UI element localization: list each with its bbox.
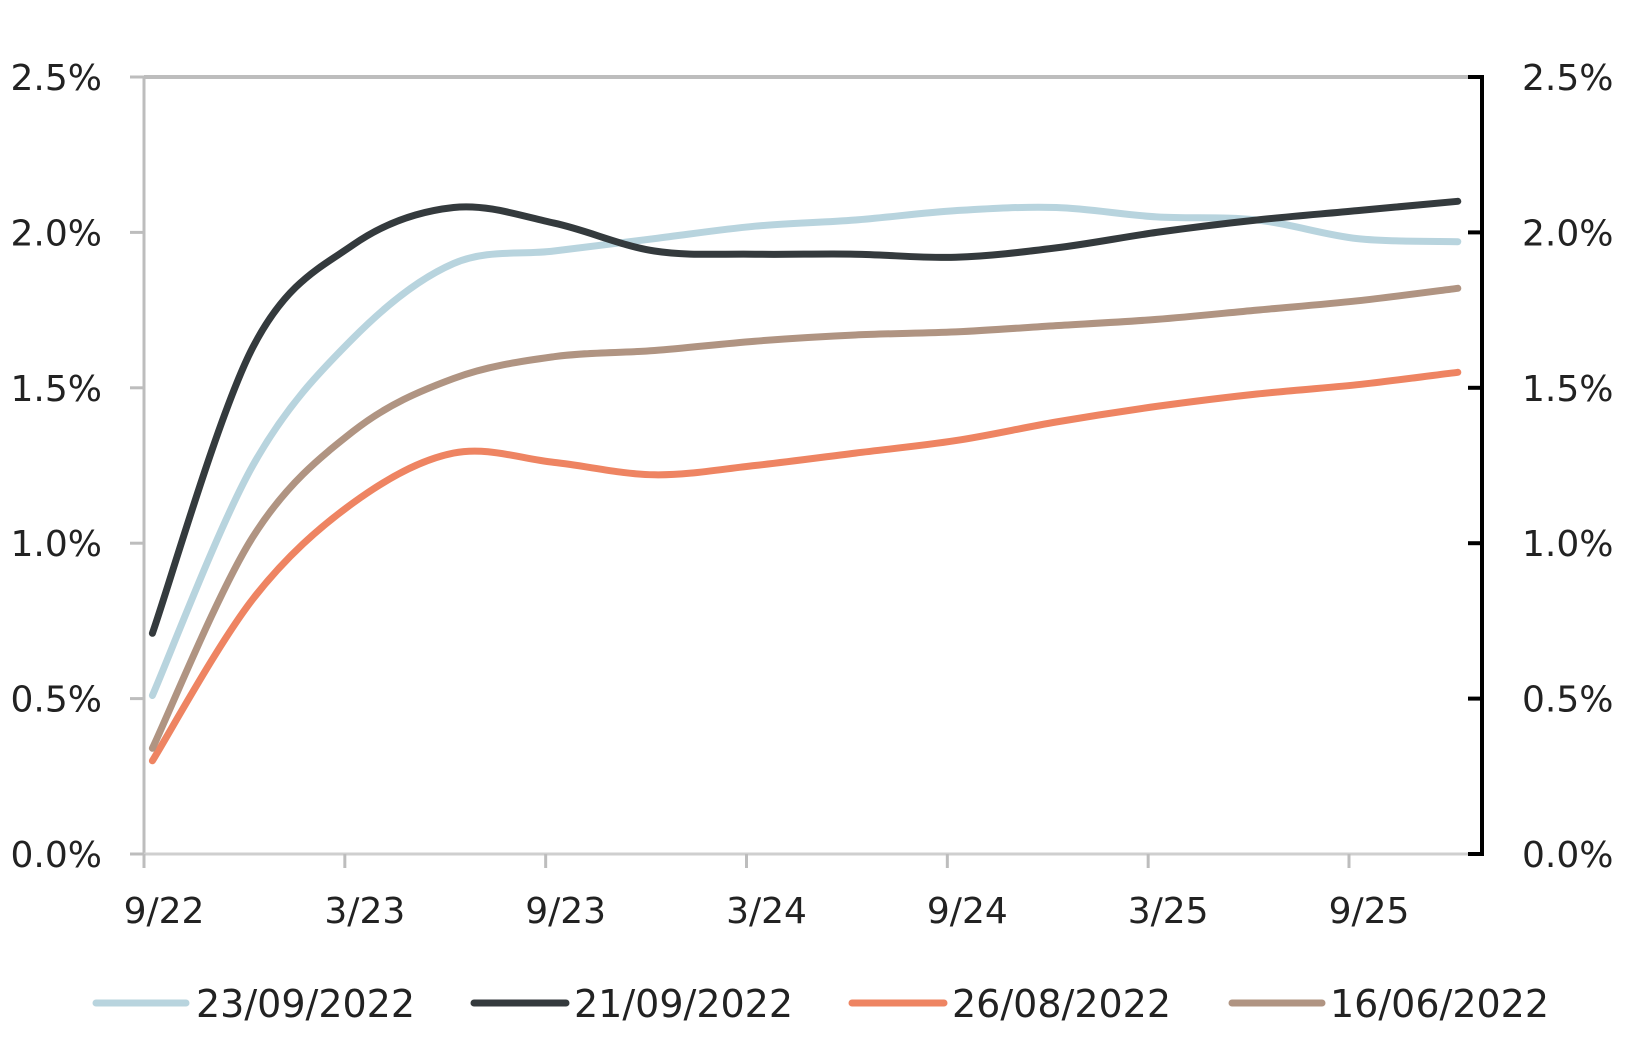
x-tick-label: 9/25 (1329, 891, 1410, 932)
legend-item: 16/06/2022 (1228, 982, 1549, 1026)
legend-label: 21/09/2022 (574, 982, 793, 1026)
right-y-tick-label: 2.0% (1522, 213, 1613, 254)
right-y-tick-label: 0.5% (1522, 680, 1613, 721)
left-y-tick-label: 1.5% (11, 369, 102, 410)
right-y-tick-label: 1.0% (1522, 524, 1613, 565)
left-y-tick-label: 1.0% (11, 524, 102, 565)
legend-item: 26/08/2022 (848, 982, 1171, 1026)
legend-item: 23/09/2022 (92, 982, 415, 1026)
x-tick-label: 3/23 (324, 891, 405, 932)
left-y-tick-label: 2.5% (11, 58, 102, 99)
x-tick-label: 9/23 (525, 891, 606, 932)
legend-label: 23/09/2022 (196, 982, 415, 1026)
series-line-23-09-2022 (148, 203, 1462, 699)
plot-frame (142, 75, 1484, 856)
x-tick-label: 3/24 (726, 891, 807, 932)
right-y-tick-label: 2.5% (1522, 58, 1613, 99)
left-y-tick-label: 0.0% (11, 835, 102, 876)
series-line-21-09-2022 (148, 197, 1462, 637)
right-y-tick-label: 1.5% (1522, 369, 1613, 410)
legend-item: 21/09/2022 (470, 982, 793, 1026)
series-lines (148, 197, 1462, 765)
left-y-tick-label: 2.0% (11, 213, 102, 254)
x-tick-label: 9/24 (927, 891, 1008, 932)
series-line-16-06-2022 (148, 284, 1462, 752)
series-line-26-08-2022 (148, 368, 1462, 765)
legend-label: 16/06/2022 (1330, 982, 1549, 1026)
legend-label: 26/08/2022 (952, 982, 1171, 1026)
axes: 0.0% 0.5% 1.0% 1.5% 2.0% 2.5% 0.0% 0.5% 1.0% 1.5%… (11, 58, 1614, 932)
legend: 23/09/2022 21/09/2022 26/08/2022 16/06/2022 (92, 982, 1549, 1026)
x-tick-label: 3/25 (1128, 891, 1209, 932)
left-y-tick-label: 0.5% (11, 680, 102, 721)
x-tick-label: 9/22 (124, 891, 205, 932)
right-y-tick-label: 0.0% (1522, 835, 1613, 876)
